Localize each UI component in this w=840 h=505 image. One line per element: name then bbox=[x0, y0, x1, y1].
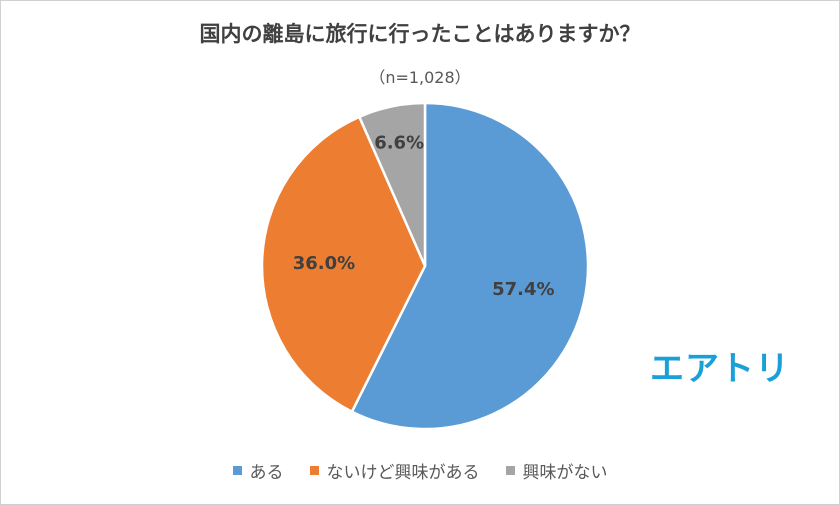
chart-legend: ある ないけど興味がある 興味がない bbox=[0, 458, 840, 483]
slice-label-0: 57.4% bbox=[492, 279, 554, 300]
legend-swatch-0 bbox=[232, 466, 242, 475]
legend-item-1: ないけど興味がある bbox=[309, 458, 480, 483]
chart-title: 国内の離島に旅行に行ったことはありますか？ bbox=[199, 22, 641, 46]
slice-label-1: 36.0% bbox=[293, 253, 355, 274]
legend-item-2: 興味がない bbox=[505, 458, 608, 483]
legend-label-0: ある bbox=[249, 463, 284, 483]
airtrip-logo: エアトリ bbox=[650, 349, 790, 389]
slice-label-2: 6.6% bbox=[374, 133, 424, 154]
legend-swatch-2 bbox=[505, 466, 515, 475]
pie-slice-2 bbox=[357, 101, 427, 267]
pie-slice-1 bbox=[260, 115, 427, 414]
pie-slice-0 bbox=[350, 101, 590, 431]
legend-label-1: ないけど興味がある bbox=[326, 463, 480, 483]
legend-swatch-1 bbox=[309, 466, 319, 475]
legend-label-2: 興味がない bbox=[522, 463, 608, 483]
chart-subtitle: （n=1,028） bbox=[369, 68, 471, 87]
legend-item-0: ある bbox=[232, 458, 284, 483]
